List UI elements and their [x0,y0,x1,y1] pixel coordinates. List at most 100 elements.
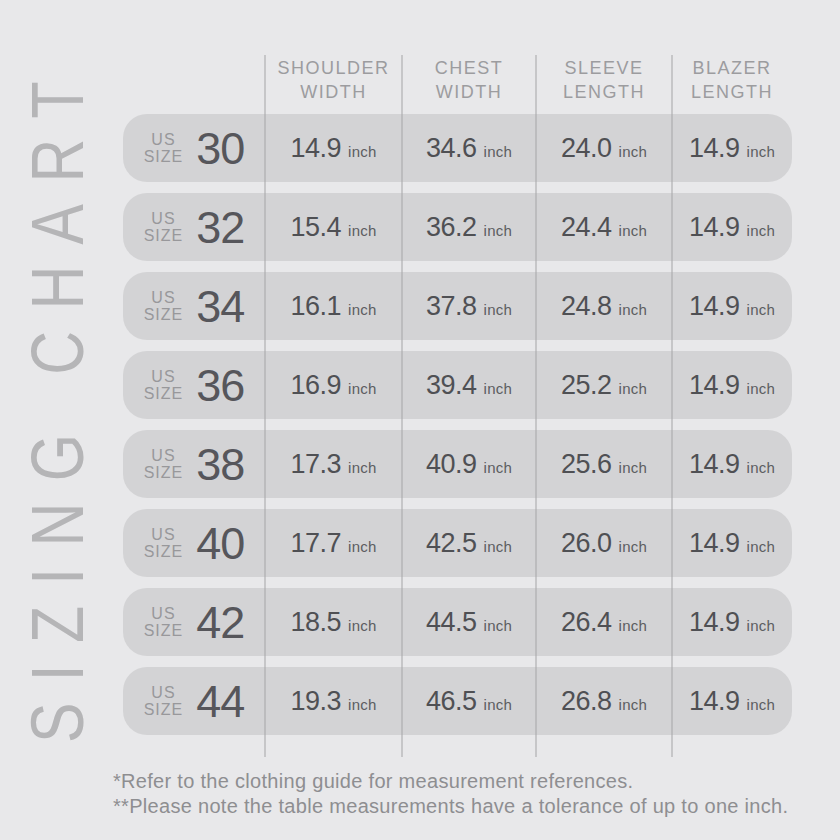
header-sleeve-length: SLEEVE LENGTH [536,55,672,114]
us-label: US [151,526,175,543]
measurement-value: 14.9 [689,686,740,717]
unit-label: inch [747,222,775,239]
size-number: 36 [196,360,244,412]
sleeve-length-cell: 26.4 inch [536,607,672,638]
unit-label: inch [348,222,376,239]
unit-label: inch [484,617,512,634]
chest-width-cell: 34.6 inch [402,133,536,164]
unit-label: inch [747,696,775,713]
unit-label: inch [484,380,512,397]
us-label: US [151,368,175,385]
chest-width-cell: 46.5 inch [402,686,536,717]
measurement-value: 25.6 [561,449,612,480]
blazer-length-cell: 14.9 inch [672,528,792,559]
measurement-value: 18.5 [291,607,342,638]
size-number: 34 [196,281,244,333]
shoulder-width-cell: 19.3 inch [265,686,402,717]
header-line: WIDTH [300,80,366,104]
us-label: US [151,684,175,701]
size-word-label: SIZE [144,148,184,165]
size-row: US SIZE 34 16.1 inch 37.8 inch 24.8 inch… [123,272,792,340]
vertical-title-text: SIZING CHART [15,61,100,744]
unit-label: inch [747,143,775,160]
us-size-label: US SIZE [144,526,184,560]
size-number: 30 [196,123,244,175]
us-label: US [151,289,175,306]
us-size-label: US SIZE [144,289,184,323]
measurement-value: 39.4 [426,370,477,401]
measurement-value: 24.4 [561,212,612,243]
size-word-label: SIZE [144,622,184,639]
measurement-value: 42.5 [426,528,477,559]
us-size-label: US SIZE [144,684,184,718]
size-row: US SIZE 44 19.3 inch 46.5 inch 26.8 inch… [123,667,792,735]
unit-label: inch [747,617,775,634]
size-cell: US SIZE 42 [123,596,265,648]
table-rows: US SIZE 30 14.9 inch 34.6 inch 24.0 inch… [123,114,792,735]
measurement-value: 24.8 [561,291,612,322]
size-row: US SIZE 36 16.9 inch 39.4 inch 25.2 inch… [123,351,792,419]
measurement-value: 16.9 [291,370,342,401]
unit-label: inch [484,459,512,476]
size-number: 32 [196,202,244,254]
sleeve-length-cell: 26.0 inch [536,528,672,559]
measurement-value: 25.2 [561,370,612,401]
us-label: US [151,210,175,227]
measurement-value: 14.9 [689,607,740,638]
measurement-value: 26.0 [561,528,612,559]
blazer-length-cell: 14.9 inch [672,291,792,322]
us-size-label: US SIZE [144,210,184,244]
measurement-value: 17.7 [291,528,342,559]
size-word-label: SIZE [144,306,184,323]
measurement-value: 37.8 [426,291,477,322]
footnotes: *Refer to the clothing guide for measure… [113,769,788,819]
sizing-chart-page: SIZING CHART SHOULDER WIDTH CHEST WIDTH … [0,0,840,840]
shoulder-width-cell: 17.3 inch [265,449,402,480]
unit-label: inch [348,380,376,397]
sleeve-length-cell: 26.8 inch [536,686,672,717]
size-row: US SIZE 40 17.7 inch 42.5 inch 26.0 inch… [123,509,792,577]
sleeve-length-cell: 25.6 inch [536,449,672,480]
size-number: 38 [196,439,244,491]
measurement-value: 17.3 [291,449,342,480]
unit-label: inch [348,538,376,555]
unit-label: inch [619,538,647,555]
size-word-label: SIZE [144,701,184,718]
unit-label: inch [747,538,775,555]
measurement-value: 14.9 [689,449,740,480]
table-header-row: SHOULDER WIDTH CHEST WIDTH SLEEVE LENGTH… [123,55,792,114]
size-word-label: SIZE [144,543,184,560]
unit-label: inch [747,380,775,397]
size-cell: US SIZE 36 [123,359,265,411]
chest-width-cell: 44.5 inch [402,607,536,638]
measurement-value: 14.9 [689,370,740,401]
shoulder-width-cell: 14.9 inch [265,133,402,164]
header-shoulder-width: SHOULDER WIDTH [265,55,402,114]
us-size-label: US SIZE [144,605,184,639]
header-blazer-length: BLAZER LENGTH [672,55,792,114]
shoulder-width-cell: 18.5 inch [265,607,402,638]
us-label: US [151,131,175,148]
header-line: CHEST [435,56,504,80]
footnote-tolerance: **Please note the table measurements hav… [113,794,788,819]
size-cell: US SIZE 44 [123,675,265,727]
blazer-length-cell: 14.9 inch [672,212,792,243]
unit-label: inch [348,143,376,160]
unit-label: inch [619,617,647,634]
size-cell: US SIZE 34 [123,280,265,332]
measurement-value: 14.9 [689,528,740,559]
unit-label: inch [747,301,775,318]
measurement-value: 19.3 [291,686,342,717]
sleeve-length-cell: 24.8 inch [536,291,672,322]
blazer-length-cell: 14.9 inch [672,607,792,638]
size-word-label: SIZE [144,385,184,402]
unit-label: inch [619,143,647,160]
sleeve-length-cell: 24.4 inch [536,212,672,243]
us-label: US [151,447,175,464]
size-number: 42 [196,597,244,649]
shoulder-width-cell: 16.1 inch [265,291,402,322]
measurement-value: 14.9 [689,291,740,322]
chest-width-cell: 40.9 inch [402,449,536,480]
shoulder-width-cell: 16.9 inch [265,370,402,401]
us-size-label: US SIZE [144,368,184,402]
